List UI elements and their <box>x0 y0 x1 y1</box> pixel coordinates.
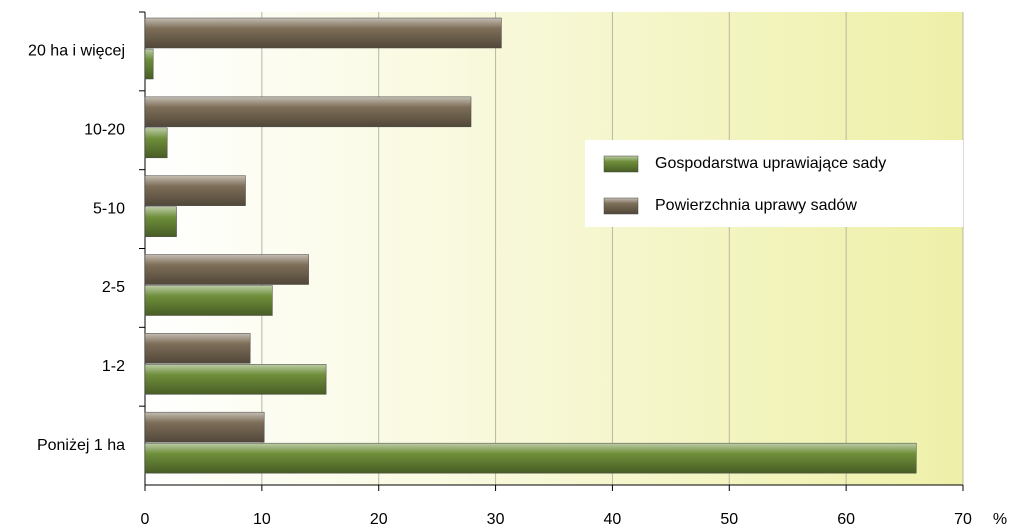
bar <box>144 254 309 285</box>
bar <box>144 175 246 206</box>
legend-swatch <box>603 197 639 215</box>
y-tick-label: 10-20 <box>84 121 125 138</box>
bar <box>144 48 154 80</box>
legend-box <box>585 140 963 227</box>
x-tick-label: 20 <box>370 511 388 528</box>
y-tick-label: 2-5 <box>102 279 125 296</box>
y-tick-label: 20 ha i więcej <box>28 43 125 60</box>
x-tick-label: 40 <box>604 511 622 528</box>
y-tick-label: 1-2 <box>102 358 125 375</box>
bar <box>144 333 251 364</box>
bar <box>144 285 273 316</box>
legend-swatch <box>603 155 639 173</box>
x-tick-label: 50 <box>720 511 738 528</box>
legend-label: Powierzchnia uprawy sadów <box>655 197 857 214</box>
bar <box>144 411 265 443</box>
x-tick-label: 10 <box>253 511 271 528</box>
x-tick-label: 30 <box>487 511 505 528</box>
bar <box>144 364 327 395</box>
x-tick-label: 0 <box>141 511 150 528</box>
bar <box>144 127 168 159</box>
legend-label: Gospodarstwa uprawiające sady <box>655 155 886 172</box>
bar <box>144 96 472 128</box>
y-tick-label: 5-10 <box>93 200 125 217</box>
x-axis-unit: % <box>993 511 1007 528</box>
bar <box>144 17 502 49</box>
bar <box>144 442 917 474</box>
plot-area <box>145 12 963 485</box>
x-tick-label: 60 <box>837 511 855 528</box>
bar <box>144 206 177 237</box>
x-tick-label: 70 <box>954 511 972 528</box>
y-tick-label: Poniżej 1 ha <box>37 437 125 454</box>
